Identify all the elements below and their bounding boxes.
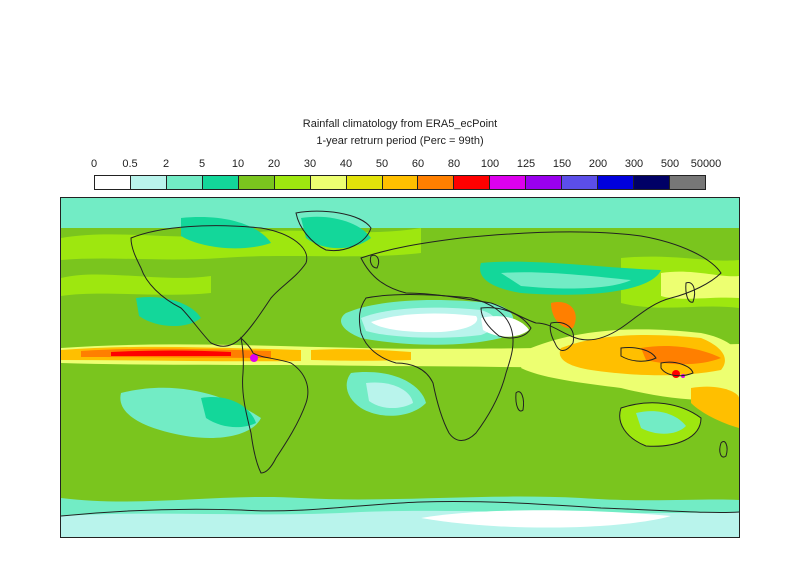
central-asia-dry — [501, 272, 631, 289]
new-guinea-peak — [672, 370, 680, 378]
colorbar — [94, 175, 706, 190]
australia-dry — [636, 411, 686, 434]
colorbar-swatch — [166, 176, 203, 189]
colorbar-tick-label: 125 — [516, 158, 536, 170]
colorbar-tick-label: 50 — [375, 158, 389, 170]
himalaya-wet — [551, 302, 576, 329]
colorbar-tick-label: 0 — [90, 158, 98, 170]
colorbar-tick-label: 200 — [588, 158, 608, 170]
colorbar-swatch — [526, 176, 563, 189]
se-pacific-dry-core — [201, 397, 256, 428]
colorbar-swatch — [130, 176, 167, 189]
colorbar-tick-label: 10 — [231, 158, 245, 170]
colorbar-swatch — [310, 176, 347, 189]
greenland-low — [301, 216, 371, 249]
colorbar-swatch — [346, 176, 383, 189]
itcz-pacific-peak — [111, 350, 231, 356]
colorbar-tick-label: 30 — [303, 158, 317, 170]
colorbar-swatch — [454, 176, 491, 189]
sahara-core — [371, 313, 478, 333]
antarctic-plateau — [421, 510, 671, 528]
north-pacific-band-west — [61, 274, 211, 296]
colorbar-tick-label: 20 — [267, 158, 281, 170]
colombia-peak — [250, 354, 258, 362]
itcz-atlantic — [311, 349, 411, 361]
colorbar-swatch — [202, 176, 239, 189]
colorbar-tick-label: 50000 — [690, 158, 722, 170]
colorbar-swatch — [598, 176, 635, 189]
colorbar-swatch — [238, 176, 275, 189]
colorbar-tick-label: 5 — [198, 158, 206, 170]
colorbar-swatch — [382, 176, 419, 189]
colorbar-legend: 0 0.5 2 5 10 20 30 40 50 60 80 100 125 150 200 300 500 50… — [90, 158, 721, 192]
colorbar-swatch — [490, 176, 527, 189]
coastlines — [61, 210, 739, 517]
colorbar-swatch — [562, 176, 599, 189]
colorbar-tick-label: 500 — [660, 158, 680, 170]
colorbar-swatch — [95, 176, 131, 189]
colorbar-swatch — [634, 176, 670, 189]
north-pacific-band-core — [661, 271, 739, 299]
colorbar-tick-label: 2 — [162, 158, 170, 170]
ne-pacific-dry — [136, 296, 201, 327]
colorbar-swatch — [670, 176, 705, 189]
arctic-band — [61, 198, 739, 228]
canada-arctic-low — [181, 217, 271, 249]
spcz — [691, 386, 739, 428]
colorbar-tick-label: 300 — [624, 158, 644, 170]
colorbar-tick-label: 0.5 — [122, 158, 138, 170]
map-subtitle: 1-year retrurn period (Perc = 99th) — [316, 135, 484, 147]
map-title: Rainfall climatology from ERA5_ecPoint — [302, 118, 498, 130]
colorbar-tick-label: 150 — [552, 158, 572, 170]
rainfall-map — [60, 197, 740, 538]
colorbar-tick-label: 80 — [447, 158, 461, 170]
maritime-continent-core — [641, 346, 721, 365]
colorbar-tick-label: 40 — [339, 158, 353, 170]
colorbar-swatch — [418, 176, 455, 189]
colorbar-tick-label: 100 — [480, 158, 500, 170]
south-atlantic-dry-core — [366, 382, 413, 409]
map-canvas — [61, 198, 739, 537]
colorbar-tick-label: 60 — [411, 158, 425, 170]
colorbar-swatch — [274, 176, 311, 189]
arabia-core — [481, 316, 529, 337]
